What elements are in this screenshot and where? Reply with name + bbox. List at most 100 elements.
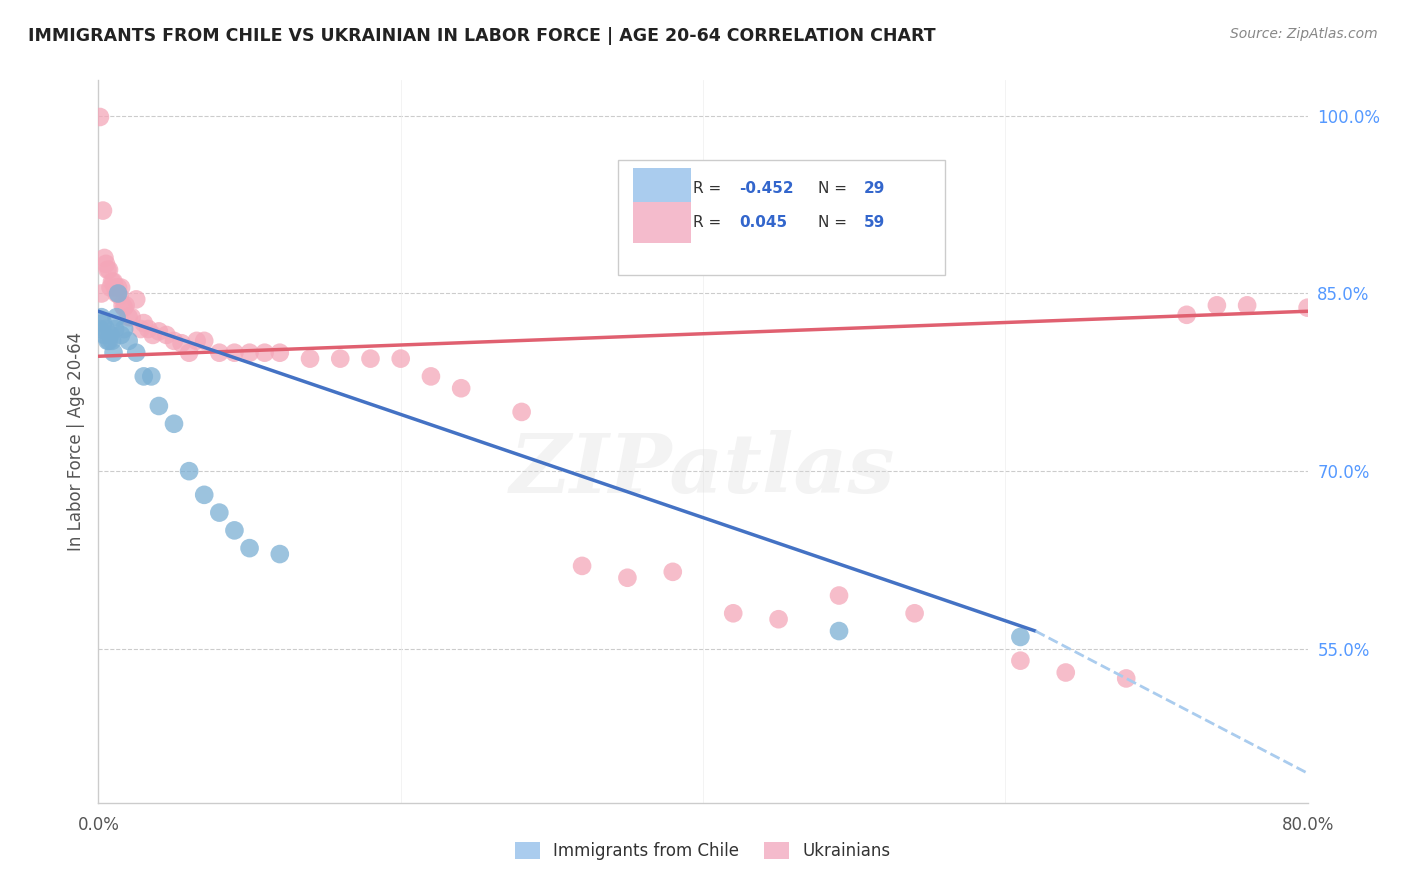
Point	[111, 298, 134, 312]
Y-axis label: In Labor Force | Age 20-64: In Labor Force | Age 20-64	[66, 332, 84, 551]
Text: Source: ZipAtlas.com: Source: ZipAtlas.com	[1230, 27, 1378, 41]
Point	[112, 301, 135, 315]
Point	[1236, 298, 1258, 312]
Point	[208, 506, 231, 520]
Point	[571, 558, 593, 573]
Point	[1010, 654, 1032, 668]
Point	[239, 541, 262, 556]
Point	[132, 316, 155, 330]
Point	[420, 369, 443, 384]
FancyBboxPatch shape	[633, 169, 690, 209]
Point	[121, 310, 143, 325]
Text: -0.452: -0.452	[740, 181, 794, 196]
Point	[1175, 308, 1198, 322]
Point	[224, 524, 246, 538]
Point	[118, 310, 141, 325]
Point	[768, 612, 790, 626]
Point	[360, 351, 382, 366]
Point	[91, 203, 114, 218]
Point	[108, 289, 131, 303]
Text: ZIPatlas: ZIPatlas	[510, 431, 896, 510]
Point	[107, 286, 129, 301]
Point	[104, 280, 127, 294]
Point	[89, 322, 111, 336]
Point	[107, 280, 129, 294]
Point	[450, 381, 472, 395]
Point	[100, 327, 122, 342]
Point	[239, 345, 262, 359]
Text: 0.045: 0.045	[740, 215, 787, 230]
Point	[93, 251, 115, 265]
Point	[193, 488, 215, 502]
Text: 59: 59	[863, 215, 884, 230]
Point	[98, 334, 121, 348]
Point	[101, 275, 124, 289]
Point	[114, 298, 136, 312]
Point	[125, 345, 148, 359]
Point	[93, 327, 115, 342]
Point	[1115, 672, 1137, 686]
Point	[94, 322, 117, 336]
Point	[142, 327, 165, 342]
Point	[163, 417, 186, 431]
Point	[104, 322, 127, 336]
Point	[90, 310, 112, 325]
Point	[105, 286, 128, 301]
Point	[163, 334, 186, 348]
Point	[103, 345, 125, 359]
Point	[148, 399, 170, 413]
FancyBboxPatch shape	[633, 202, 690, 243]
Point	[141, 369, 163, 384]
Point	[170, 336, 193, 351]
Point	[828, 589, 851, 603]
Point	[96, 262, 118, 277]
Point	[179, 345, 201, 359]
Point	[224, 345, 246, 359]
Point	[101, 334, 124, 348]
Point	[136, 322, 159, 336]
Point	[723, 607, 745, 621]
Point	[299, 351, 322, 366]
Point	[616, 571, 638, 585]
Point	[269, 547, 291, 561]
Point	[91, 316, 114, 330]
Text: 29: 29	[863, 181, 886, 196]
Point	[129, 322, 152, 336]
Point	[98, 262, 121, 277]
Point	[208, 345, 231, 359]
Point	[100, 280, 122, 294]
Point	[1010, 630, 1032, 644]
Point	[132, 369, 155, 384]
Point	[148, 325, 170, 339]
Point	[103, 275, 125, 289]
Point	[510, 405, 533, 419]
Point	[89, 110, 111, 124]
Text: R =: R =	[693, 181, 727, 196]
Legend: Immigrants from Chile, Ukrainians: Immigrants from Chile, Ukrainians	[509, 835, 897, 867]
Point	[193, 334, 215, 348]
Point	[389, 351, 412, 366]
Point	[96, 334, 118, 348]
Point	[90, 286, 112, 301]
Point	[1357, 298, 1379, 312]
Point	[105, 310, 128, 325]
Text: R =: R =	[693, 215, 727, 230]
Point	[118, 334, 141, 348]
FancyBboxPatch shape	[619, 160, 945, 276]
Point	[253, 345, 276, 359]
Text: IMMIGRANTS FROM CHILE VS UKRAINIAN IN LABOR FORCE | AGE 20-64 CORRELATION CHART: IMMIGRANTS FROM CHILE VS UKRAINIAN IN LA…	[28, 27, 936, 45]
Point	[661, 565, 683, 579]
Point	[179, 464, 201, 478]
Point	[112, 322, 135, 336]
Point	[125, 293, 148, 307]
Point	[329, 351, 352, 366]
Text: N =: N =	[818, 181, 852, 196]
Text: N =: N =	[818, 215, 852, 230]
Point	[828, 624, 851, 638]
Point	[110, 327, 132, 342]
Point	[1296, 301, 1319, 315]
Point	[186, 334, 208, 348]
Point	[1054, 665, 1077, 680]
Point	[269, 345, 291, 359]
Point	[110, 280, 132, 294]
